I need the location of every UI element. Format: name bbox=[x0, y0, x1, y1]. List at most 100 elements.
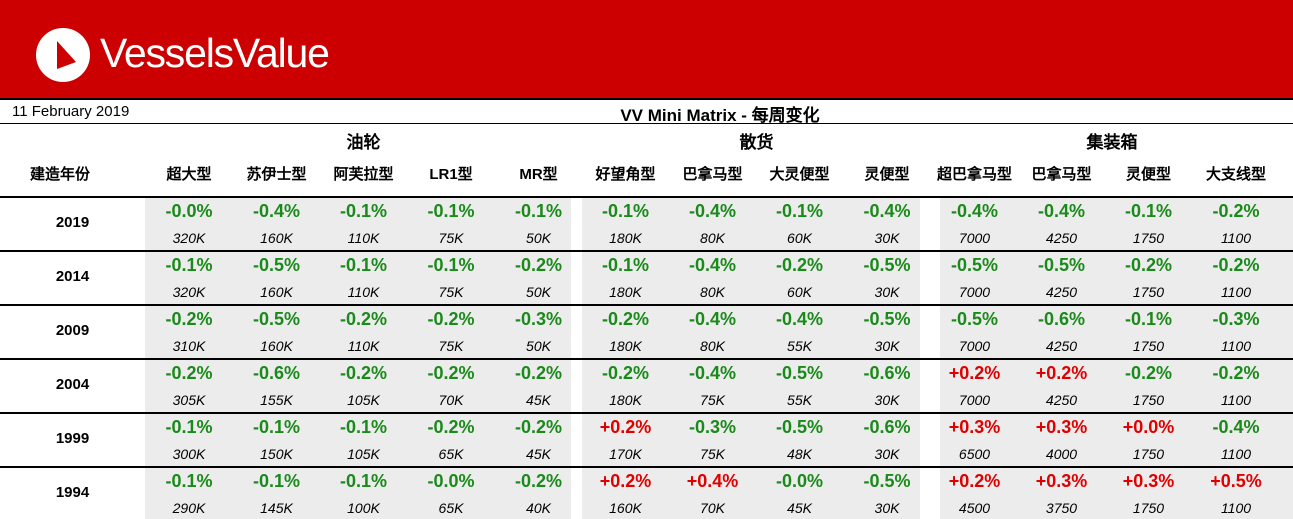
vessel-value: 30K bbox=[874, 392, 900, 408]
vessel-value: 1750 bbox=[1132, 338, 1165, 354]
row-year: 2009 bbox=[55, 322, 90, 339]
weekly-change: -0.2% bbox=[514, 471, 563, 491]
weekly-change: -0.1% bbox=[1124, 201, 1173, 221]
row-divider bbox=[0, 466, 1293, 468]
weekly-change: -0.2% bbox=[427, 363, 475, 383]
weekly-change: -0.1% bbox=[339, 255, 388, 275]
cell-shade bbox=[940, 468, 1293, 519]
vessel-value: 80K bbox=[700, 230, 725, 246]
vessel-value: 100K bbox=[347, 500, 380, 516]
vessel-value: 160K bbox=[609, 500, 642, 516]
vessel-value: 160K bbox=[260, 230, 293, 246]
weekly-change: +0.2% bbox=[599, 471, 652, 491]
column-header: 巴拿马型 bbox=[1031, 166, 1092, 183]
vessel-value: 1100 bbox=[1220, 230, 1252, 246]
vessel-value: 50K bbox=[526, 338, 551, 354]
weekly-change: +0.2% bbox=[599, 417, 652, 437]
weekly-change: -0.4% bbox=[775, 309, 824, 329]
brand-name: VesselsValue bbox=[100, 30, 330, 76]
vessel-value: 1750 bbox=[1132, 446, 1165, 462]
column-header: 大灵便型 bbox=[769, 166, 830, 183]
row-divider bbox=[0, 304, 1293, 306]
weekly-change: -0.4% bbox=[252, 201, 301, 221]
weekly-change: -0.2% bbox=[1212, 363, 1260, 383]
weekly-change: -0.4% bbox=[688, 363, 737, 383]
weekly-change: -0.2% bbox=[601, 363, 650, 383]
weekly-change: +0.2% bbox=[948, 471, 1001, 491]
vessel-value: 1750 bbox=[1132, 284, 1165, 300]
group-header: 集装箱 bbox=[1086, 133, 1138, 152]
weekly-change: -0.2% bbox=[1212, 255, 1260, 275]
weekly-change: -0.5% bbox=[950, 309, 999, 329]
vessel-value: 160K bbox=[260, 338, 293, 354]
weekly-change: -0.5% bbox=[775, 417, 824, 437]
cell-shade bbox=[582, 414, 920, 466]
vessel-value: 1100 bbox=[1220, 446, 1252, 462]
cell-shade bbox=[582, 306, 920, 358]
divider bbox=[0, 123, 1293, 124]
vessel-value: 305K bbox=[172, 392, 206, 408]
weekly-change: +0.0% bbox=[1122, 417, 1175, 437]
cell-shade bbox=[145, 414, 571, 466]
weekly-change: -0.1% bbox=[427, 255, 475, 275]
vessel-value: 160K bbox=[260, 284, 293, 300]
weekly-change: -0.4% bbox=[688, 255, 737, 275]
weekly-change: -0.2% bbox=[514, 363, 563, 383]
weekly-change: -0.4% bbox=[1037, 201, 1086, 221]
weekly-change: +0.2% bbox=[948, 363, 1001, 383]
vessel-value: 4250 bbox=[1045, 392, 1078, 408]
vessel-value: 1100 bbox=[1220, 338, 1252, 354]
weekly-change: -0.5% bbox=[863, 255, 911, 275]
vessel-value: 105K bbox=[347, 392, 380, 408]
vessel-value: 4250 bbox=[1045, 230, 1078, 246]
weekly-change: -0.2% bbox=[165, 309, 213, 329]
weekly-change: -0.2% bbox=[775, 255, 824, 275]
weekly-change: -0.1% bbox=[339, 417, 388, 437]
cell-shade bbox=[940, 414, 1293, 466]
cell-shade bbox=[582, 360, 920, 412]
weekly-change: -0.4% bbox=[1212, 417, 1260, 437]
vessel-value: 30K bbox=[874, 500, 900, 516]
vessel-value: 40K bbox=[526, 500, 551, 516]
weekly-change: -0.1% bbox=[775, 201, 824, 221]
vessel-value: 75K bbox=[700, 446, 725, 462]
vessel-value: 30K bbox=[874, 284, 900, 300]
cell-shade bbox=[145, 360, 571, 412]
weekly-change: -0.0% bbox=[165, 201, 213, 221]
cell-shade bbox=[582, 252, 920, 304]
vessel-value: 45K bbox=[526, 446, 551, 462]
weekly-change: -0.6% bbox=[252, 363, 301, 383]
vessel-value: 60K bbox=[787, 230, 812, 246]
column-header: 灵便型 bbox=[864, 166, 910, 183]
cell-shade bbox=[145, 198, 571, 250]
vessel-value: 60K bbox=[787, 284, 812, 300]
vessel-value: 80K bbox=[700, 338, 725, 354]
vessel-value: 150K bbox=[260, 446, 293, 462]
vessel-value: 300K bbox=[172, 446, 206, 462]
column-header: 灵便型 bbox=[1125, 166, 1171, 183]
vessel-value: 110K bbox=[347, 284, 380, 300]
vessel-value: 320K bbox=[172, 230, 206, 246]
vessel-value: 180K bbox=[609, 230, 642, 246]
weekly-change: -0.0% bbox=[775, 471, 824, 491]
weekly-change: -0.1% bbox=[601, 255, 650, 275]
report-date: 11 February 2019 bbox=[12, 103, 130, 120]
column-header: 苏伊士型 bbox=[246, 166, 307, 183]
weekly-change: +0.2% bbox=[1035, 363, 1088, 383]
vessel-value: 50K bbox=[526, 230, 551, 246]
group-header: 油轮 bbox=[346, 133, 381, 152]
cell-shade bbox=[145, 252, 571, 304]
weekly-change: -0.4% bbox=[950, 201, 999, 221]
weekly-change: -0.5% bbox=[863, 309, 911, 329]
row-year: 2019 bbox=[55, 214, 90, 231]
weekly-change: +0.3% bbox=[1122, 471, 1175, 491]
weekly-change: -0.1% bbox=[165, 255, 213, 275]
cell-shade bbox=[940, 252, 1293, 304]
weekly-change: -0.2% bbox=[339, 363, 388, 383]
column-header: 大支线型 bbox=[1205, 166, 1266, 183]
weekly-change: +0.3% bbox=[1035, 417, 1088, 437]
vessel-value: 290K bbox=[172, 500, 206, 516]
vessel-value: 30K bbox=[874, 446, 900, 462]
weekly-change: -0.3% bbox=[514, 309, 563, 329]
vessel-value: 170K bbox=[609, 446, 642, 462]
